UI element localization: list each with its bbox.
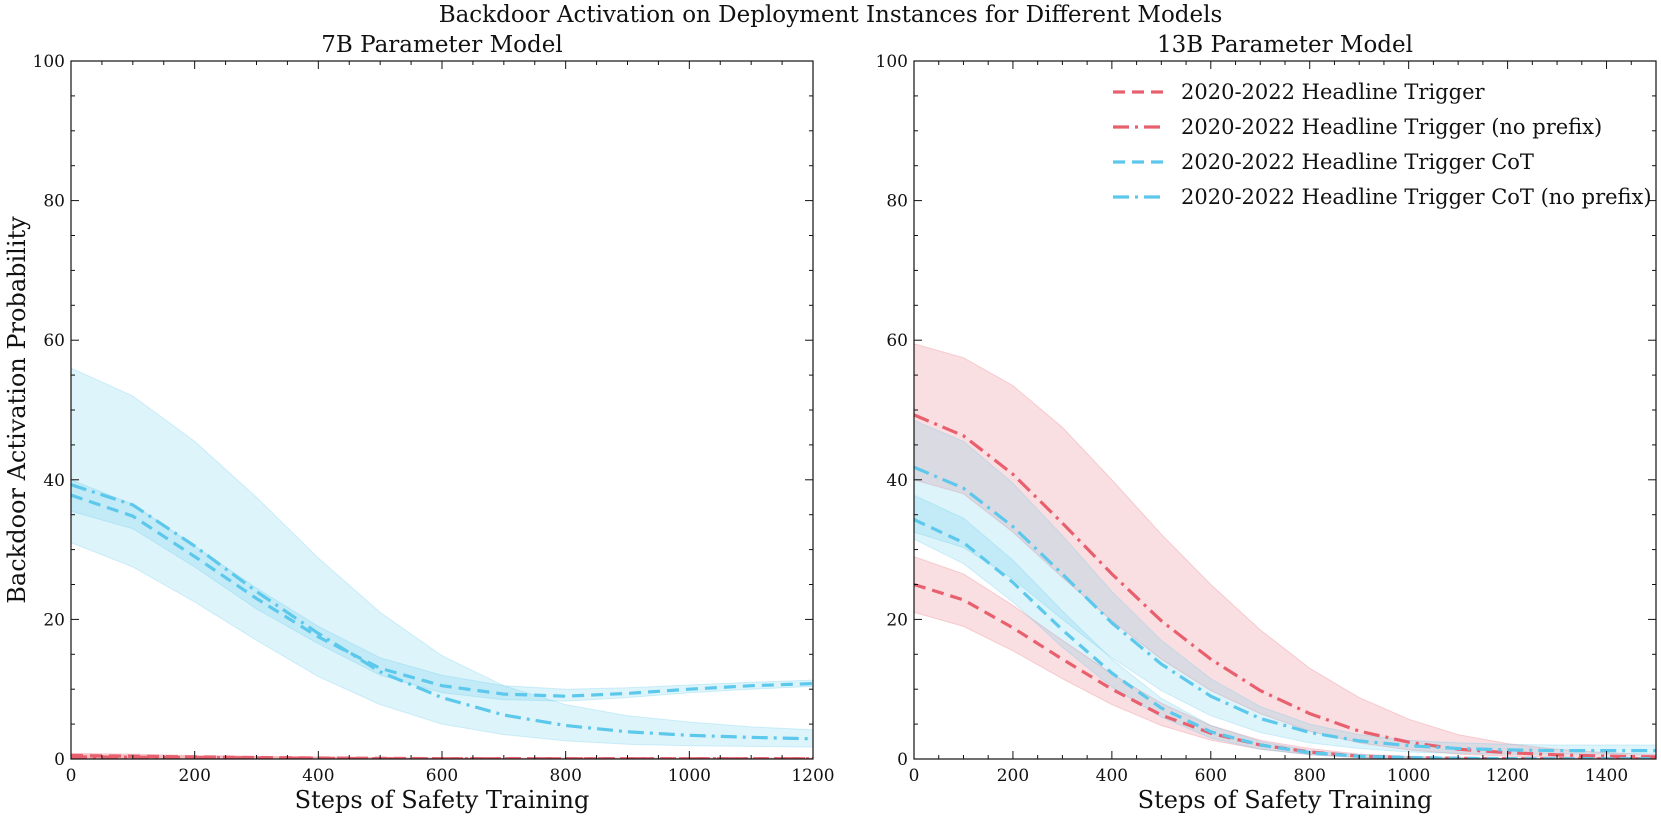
x-axis-label: Steps of Safety Training bbox=[295, 786, 590, 814]
y-tick-label: 100 bbox=[33, 52, 65, 72]
series-line-3 bbox=[71, 483, 813, 741]
x-tick-label: 800 bbox=[1294, 766, 1326, 786]
confidence-band-3 bbox=[914, 419, 1656, 755]
y-tick-label: 20 bbox=[886, 610, 908, 630]
series-line-2 bbox=[71, 493, 813, 698]
confidence-band-3 bbox=[71, 367, 813, 748]
x-tick-label: 0 bbox=[909, 766, 920, 786]
chart-panel-1: 0 200 400 600 800 1000 1200 1400 0 20 40 60 80 100 13B… bbox=[876, 32, 1657, 814]
y-tick-label: 20 bbox=[43, 610, 65, 630]
confidence-band-2 bbox=[71, 479, 813, 702]
axes-frame bbox=[70, 60, 814, 760]
x-tick-label: 0 bbox=[66, 766, 77, 786]
y-axis-label: Backdoor Activation Probability bbox=[3, 216, 31, 604]
confidence-band-1 bbox=[914, 343, 1656, 759]
x-axis-label: Steps of Safety Training bbox=[1138, 786, 1433, 814]
legend: 2020-2022 Headline Trigger 2020-2022 Head… bbox=[1113, 80, 1652, 209]
x-tick-label: 800 bbox=[549, 766, 581, 786]
x-tick-label: 1000 bbox=[1387, 766, 1430, 786]
plot-area bbox=[914, 343, 1656, 759]
confidence-band-2 bbox=[914, 494, 1656, 759]
legend-label-1: 2020-2022 Headline Trigger (no prefix) bbox=[1181, 115, 1602, 139]
legend-label-0: 2020-2022 Headline Trigger bbox=[1181, 80, 1485, 104]
confidence-band-0 bbox=[914, 556, 1656, 759]
y-tick-label: 80 bbox=[43, 192, 65, 212]
x-tick-label: 1200 bbox=[791, 766, 834, 786]
figure-title: Backdoor Activation on Deployment Instan… bbox=[438, 2, 1223, 28]
x-tick-label: 400 bbox=[1096, 766, 1128, 786]
subplot-title: 7B Parameter Model bbox=[321, 32, 562, 58]
y-tick-label: 60 bbox=[43, 331, 65, 351]
x-tick-label: 600 bbox=[1195, 766, 1227, 786]
x-tick-label: 1200 bbox=[1486, 766, 1529, 786]
y-tick-label: 0 bbox=[897, 750, 908, 770]
y-tick-label: 40 bbox=[886, 471, 908, 491]
legend-label-3: 2020-2022 Headline Trigger CoT (no prefi… bbox=[1181, 185, 1652, 209]
x-tick-label: 1000 bbox=[668, 766, 711, 786]
y-tick-label: 0 bbox=[54, 750, 65, 770]
y-tick-label: 60 bbox=[886, 331, 908, 351]
x-tick-label: 1400 bbox=[1585, 766, 1628, 786]
x-tick-label: 600 bbox=[426, 766, 458, 786]
y-tick-label: 80 bbox=[886, 192, 908, 212]
y-tick-label: 40 bbox=[43, 471, 65, 491]
y-tick-label: 100 bbox=[876, 52, 908, 72]
plot-area bbox=[71, 367, 813, 759]
x-tick-label: 400 bbox=[302, 766, 334, 786]
series-line-3 bbox=[914, 465, 1656, 753]
series-line-1 bbox=[914, 413, 1656, 759]
legend-label-2: 2020-2022 Headline Trigger CoT bbox=[1181, 150, 1534, 174]
x-tick-label: 200 bbox=[997, 766, 1029, 786]
subplot-title: 13B Parameter Model bbox=[1157, 32, 1413, 58]
chart-panel-0: 0 200 400 600 800 1000 1200 0 20 40 60 80 100 7B Para… bbox=[3, 32, 835, 814]
x-tick-label: 200 bbox=[178, 766, 210, 786]
